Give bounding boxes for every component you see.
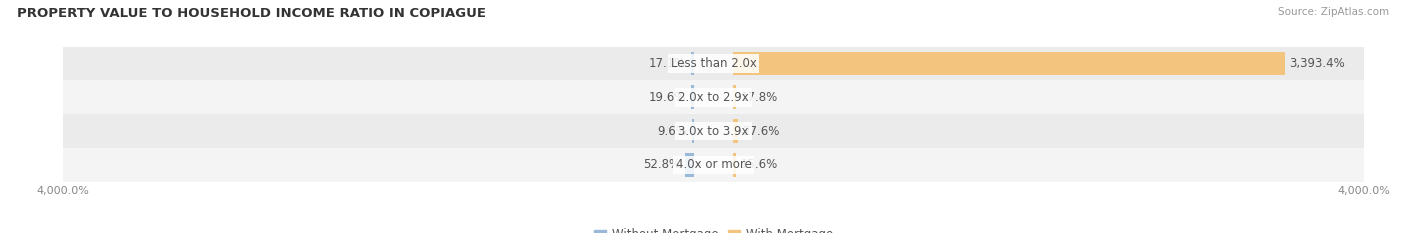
- Bar: [686, 153, 695, 177]
- Text: 15.6%: 15.6%: [741, 158, 778, 171]
- Bar: [63, 80, 1364, 114]
- Text: PROPERTY VALUE TO HOUSEHOLD INCOME RATIO IN COPIAGUE: PROPERTY VALUE TO HOUSEHOLD INCOME RATIO…: [17, 7, 486, 20]
- Text: 2.0x to 2.9x: 2.0x to 2.9x: [678, 91, 749, 104]
- Bar: [733, 153, 735, 177]
- Text: 4.0x or more: 4.0x or more: [676, 158, 751, 171]
- Text: 27.6%: 27.6%: [742, 125, 780, 137]
- Bar: [63, 148, 1364, 182]
- Bar: [63, 47, 1364, 80]
- Text: Source: ZipAtlas.com: Source: ZipAtlas.com: [1278, 7, 1389, 17]
- Text: 52.8%: 52.8%: [644, 158, 681, 171]
- Text: 3.0x to 3.9x: 3.0x to 3.9x: [678, 125, 749, 137]
- Bar: [733, 52, 1285, 75]
- Bar: [733, 119, 738, 143]
- Bar: [692, 52, 695, 75]
- Text: 19.6%: 19.6%: [648, 91, 686, 104]
- Text: Less than 2.0x: Less than 2.0x: [671, 57, 756, 70]
- Text: 9.6%: 9.6%: [658, 125, 688, 137]
- Legend: Without Mortgage, With Mortgage: Without Mortgage, With Mortgage: [589, 224, 838, 233]
- Text: 17.1%: 17.1%: [650, 57, 686, 70]
- Bar: [733, 86, 735, 109]
- Text: 17.8%: 17.8%: [741, 91, 778, 104]
- Bar: [690, 86, 695, 109]
- Text: 3,393.4%: 3,393.4%: [1289, 57, 1346, 70]
- Bar: [63, 114, 1364, 148]
- Bar: [693, 119, 695, 143]
